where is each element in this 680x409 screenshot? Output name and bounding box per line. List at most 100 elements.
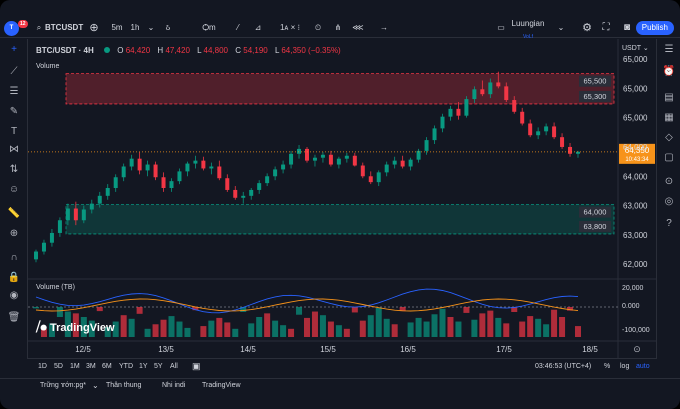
interval-dropdown-icon[interactable]: ⌄ (147, 23, 155, 32)
compare-icon[interactable]: 1ᴀ × ⁝ (279, 23, 301, 32)
layout-dropdown-icon[interactable]: ⌄ (557, 23, 565, 32)
price-chart[interactable]: 65,500 65,300 64,000 63,800 64,350 10:43:34 65… (28, 39, 656, 358)
candle-body (121, 166, 126, 178)
camera-icon[interactable]: ◙ (623, 22, 631, 33)
ruler-icon[interactable]: 📏 (7, 208, 21, 219)
volume-bar (232, 328, 239, 337)
range-all[interactable]: All (170, 363, 178, 370)
zoom-icon[interactable]: ⊕ (9, 228, 19, 239)
candle-body (297, 148, 302, 154)
calendar-icon[interactable]: ▦ (664, 112, 674, 123)
volume-bar (48, 323, 55, 337)
legend-h-label: H (157, 46, 164, 55)
time-tick: 16/5 (400, 345, 416, 354)
bottom-panel-tabs: Trững ɤớn:pg* ⌄ Thân thung Nhi indi Trad… (0, 378, 680, 394)
indicators-button[interactable]: Ѻm (202, 23, 216, 32)
tab-strategy[interactable]: Nhi indi (162, 382, 186, 389)
candle-body (336, 158, 341, 165)
range-ytd[interactable]: YTD (119, 363, 133, 370)
tab-trading-panel[interactable]: TradingView (202, 382, 241, 389)
bar-replay-icon[interactable]: ⋔ (334, 23, 342, 32)
line-tool-icon[interactable]: ⁄ (237, 23, 239, 32)
layout-icon[interactable]: ▭ (497, 23, 505, 32)
prediction-icon[interactable]: ⇅ (9, 164, 19, 175)
legend-symbol[interactable]: BTC/USDT · 4H (36, 46, 94, 55)
ideas-icon[interactable]: ◇ (665, 132, 673, 143)
fullscreen-icon[interactable]: ⛶ (602, 22, 610, 33)
chat-icon[interactable]: ▢ (664, 152, 674, 163)
range-1m[interactable]: 1M (70, 363, 80, 370)
trash-icon[interactable]: 🗑 (7, 312, 21, 323)
candle-body (344, 155, 349, 159)
notifications-icon[interactable]: ⊙ (664, 176, 674, 187)
legend-l-value: 44,800 (203, 46, 228, 55)
pattern-icon[interactable]: ⋈ (9, 144, 19, 155)
currency-selector[interactable]: USDT ⌄ (622, 45, 649, 52)
volume-bar (399, 307, 406, 312)
volume-bar (479, 313, 486, 337)
candle-body (384, 164, 389, 173)
add-symbol-icon[interactable]: ⊕ (89, 22, 99, 34)
clock-time[interactable]: 03:46:53 (UTC+4) (535, 363, 592, 370)
legend-h-value: 47,420 (165, 46, 190, 55)
alert-icon[interactable]: ⊿ (254, 23, 262, 32)
volume-bar (359, 320, 366, 337)
range-1y[interactable]: 1Y (139, 363, 148, 370)
auto-toggle[interactable]: auto (636, 363, 650, 370)
interval-5m[interactable]: 5m (111, 23, 123, 32)
volume-bar (487, 310, 494, 337)
range-1d[interactable]: 1D (38, 363, 47, 370)
price-tick: 65,000 (623, 55, 648, 64)
crosshair-icon[interactable]: + (11, 44, 17, 55)
legend-c-value: 54,190 (243, 46, 268, 55)
range-6m[interactable]: 6M (102, 363, 112, 370)
magnet-icon[interactable]: ∩ (10, 252, 18, 263)
replay-icon[interactable]: ⏲ (314, 23, 322, 32)
symbol-search[interactable]: BTCUSDT (45, 23, 84, 32)
emoji-icon[interactable]: ☺ (8, 184, 20, 195)
candle-body (185, 163, 190, 172)
user-avatar[interactable]: T 12 (4, 20, 28, 36)
log-toggle[interactable]: log (620, 363, 630, 370)
alerts-clock-icon[interactable]: ⏰ (662, 66, 676, 77)
candle-body (233, 189, 238, 198)
trendline-icon[interactable]: ⟋ (10, 66, 18, 77)
eye-icon[interactable]: ◉ (9, 290, 19, 301)
candle-body (416, 150, 421, 160)
candle-body (328, 154, 333, 165)
layout-name[interactable]: Luungian VoLf (511, 19, 545, 40)
help-icon[interactable]: ? (666, 218, 672, 229)
tab-dropdown-icon[interactable]: ⌄ (92, 381, 99, 390)
range-5y[interactable]: 5Y (154, 363, 163, 370)
date-range-icon[interactable]: ▣ (192, 361, 201, 371)
watchlist-icon[interactable]: ☰ (664, 44, 674, 55)
volume-bar (256, 317, 263, 337)
range-5d[interactable]: 5D (54, 363, 63, 370)
range-3m[interactable]: 3M (86, 363, 96, 370)
datawindow-icon[interactable]: ▤ (664, 92, 674, 103)
interval-1h[interactable]: 1h (130, 23, 140, 32)
settings-gear-icon[interactable]: ⚙ (582, 22, 592, 34)
tab-pine-editor[interactable]: Thân thung (106, 382, 142, 389)
volume-bar (280, 325, 287, 337)
fib-icon[interactable]: ☰ (9, 86, 19, 97)
text-icon[interactable]: T (10, 126, 18, 137)
chart-type-icon[interactable]: ઠ (165, 23, 171, 32)
brush-icon[interactable]: ✎ (9, 106, 19, 117)
volume-bar (104, 327, 111, 337)
stream-icon[interactable]: ◎ (664, 196, 674, 207)
redo-icon[interactable]: → (380, 23, 388, 32)
candle-body (129, 158, 134, 167)
candle-body (305, 148, 309, 161)
zone-resistance-bottom-label-bg (579, 90, 611, 102)
candle-body (456, 108, 461, 116)
candle-body (376, 172, 381, 183)
search-icon[interactable]: ⌕ (36, 23, 42, 32)
lock-icon[interactable]: 🔒 (7, 272, 21, 283)
publish-button[interactable]: Publish (635, 21, 674, 35)
undo-icon[interactable]: ⋘ (352, 23, 364, 32)
percent-toggle[interactable]: % (604, 363, 611, 370)
tab-screener[interactable]: Trững ɤớn:pg* (40, 382, 87, 389)
candle-body (225, 178, 230, 190)
